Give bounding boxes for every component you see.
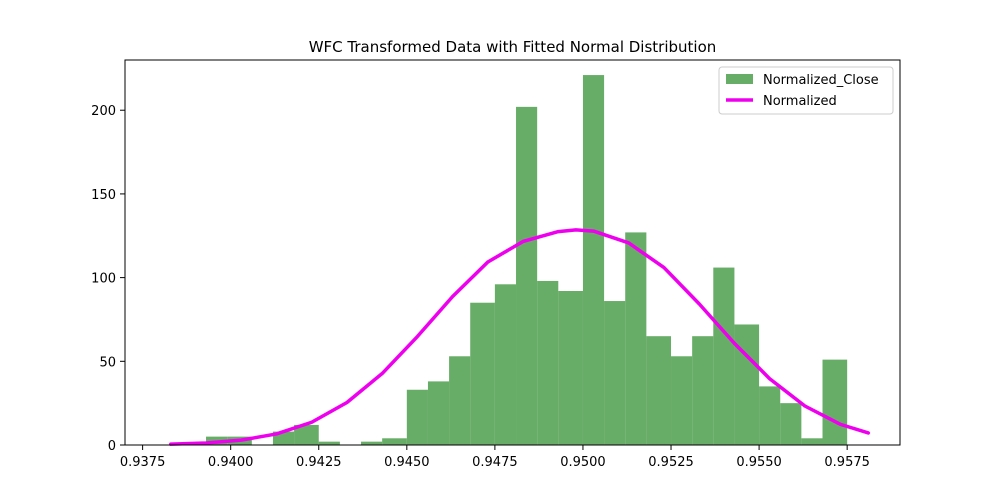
- x-tick-label: 0.9550: [736, 455, 782, 470]
- x-tick-label: 0.9450: [384, 455, 430, 470]
- y-tick-label: 200: [91, 104, 116, 119]
- fitted-normal-line: [169, 228, 871, 446]
- legend-label-histogram: Normalized_Close: [763, 73, 879, 88]
- axes: 0.9375 0.9400 0.9425 0.9450 0.9475 0.9500 0.95…: [91, 59, 901, 470]
- histogram-bar: [671, 356, 693, 445]
- x-tick-label: 0.9475: [472, 455, 518, 470]
- histogram-bar: [318, 441, 340, 445]
- histogram-bar: [713, 267, 735, 445]
- y-tick-label: 100: [91, 272, 116, 287]
- x-tick-label: 0.9525: [648, 455, 694, 470]
- histogram-bar: [646, 336, 672, 445]
- axes-frame: [124, 59, 901, 446]
- x-tick-label: 0.9425: [296, 455, 342, 470]
- y-tick-label: 0: [108, 439, 116, 454]
- histogram-bar: [604, 301, 626, 445]
- histogram-bar: [516, 106, 538, 445]
- histogram-bar: [449, 356, 471, 445]
- histogram-bar: [382, 438, 407, 445]
- plot-area: [169, 75, 871, 446]
- y-tick-label: 50: [99, 355, 116, 370]
- x-tick-label: 0.9400: [208, 455, 254, 470]
- x-tick-label: 0.9575: [824, 455, 870, 470]
- x-tick-label: 0.9500: [560, 455, 606, 470]
- histogram-bar: [625, 232, 647, 445]
- legend: Normalized_Close Normalized: [718, 66, 894, 115]
- histogram-bar: [692, 336, 714, 445]
- histogram-bar: [780, 403, 802, 445]
- histogram-bar: [759, 386, 781, 445]
- histogram-bar: [427, 381, 450, 445]
- histogram-bar: [537, 280, 559, 445]
- histogram-bar: [558, 291, 583, 445]
- histogram-bar: [294, 424, 319, 445]
- histogram-bar: [801, 438, 823, 445]
- histogram-bar: [822, 359, 848, 445]
- x-tick-label: 0.9375: [120, 455, 166, 470]
- histogram-bar: [582, 75, 605, 445]
- histogram-bar: [406, 389, 428, 445]
- histogram-bar: [734, 324, 760, 445]
- legend-label-line: Normalized: [763, 94, 837, 109]
- histogram-bar: [361, 441, 383, 445]
- histogram-bar: [470, 302, 495, 445]
- legend-swatch-histogram: [726, 74, 753, 84]
- chart-title: WFC Transformed Data with Fitted Normal …: [309, 38, 717, 56]
- y-tick-label: 150: [91, 188, 116, 203]
- legend-box: [718, 66, 894, 115]
- histogram-bar: [494, 284, 517, 445]
